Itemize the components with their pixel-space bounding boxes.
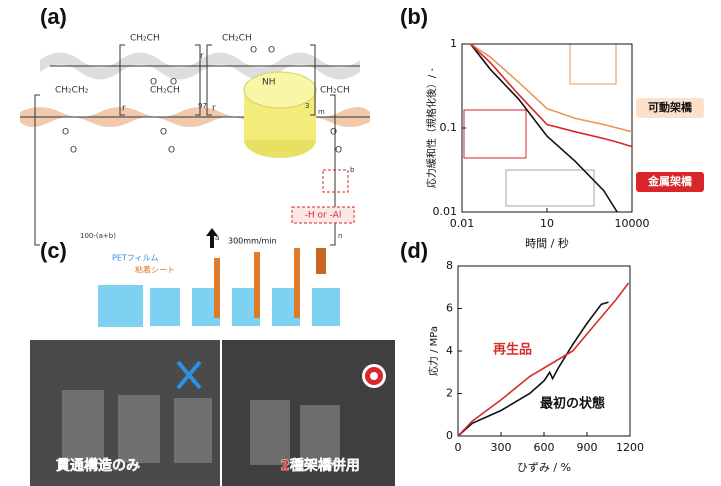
- specimen: [300, 405, 340, 467]
- bracket: [119, 44, 316, 116]
- chem-group: CH₂CH₂: [55, 86, 89, 96]
- chem-group: CH₂CH: [320, 86, 350, 96]
- line: [470, 43, 633, 133]
- chem-group: O: [150, 78, 157, 88]
- chem-r: r: [212, 104, 216, 114]
- chem-group: CH₂CH: [130, 34, 160, 44]
- x-tick-label: 300: [491, 441, 512, 454]
- chem-subscript: b: [350, 166, 355, 174]
- y-axis-label: 応力緩和性（規格化後）/ -: [425, 68, 438, 189]
- dashed-box: [322, 169, 349, 193]
- y-tick-label: 0.01: [433, 205, 458, 218]
- tape: [294, 248, 300, 318]
- line: [457, 301, 609, 437]
- caption: 貫通構造のみ: [56, 457, 140, 474]
- annotation: 金属架橋: [647, 174, 693, 188]
- y-tick-label: 6: [446, 302, 453, 315]
- cross-mark: [176, 360, 202, 390]
- sample: [150, 288, 180, 326]
- y-tick-label: 0: [446, 429, 453, 442]
- dashed-box: [291, 206, 355, 224]
- chem-group: O: [62, 128, 69, 138]
- chem-group: O: [160, 128, 167, 138]
- structure-a: [20, 44, 370, 246]
- x-tick-label: 0: [455, 441, 462, 454]
- inset: [569, 43, 617, 85]
- schematic-c: [30, 228, 395, 486]
- y-tick-label: 1: [450, 37, 457, 50]
- inset: [463, 109, 527, 159]
- y-axis-label: 応力 / MPa: [427, 326, 440, 376]
- label: 300mm/min: [228, 237, 277, 246]
- panel-label: (a): [40, 4, 67, 29]
- x-tick-label: 1200: [616, 441, 644, 454]
- tape: [214, 258, 220, 318]
- chem-group: O: [170, 78, 177, 88]
- specimen: [250, 400, 290, 465]
- caption: 2種架橋併用: [280, 457, 360, 474]
- chem-note: -H or -Al: [305, 211, 342, 221]
- chem-r: r: [122, 104, 126, 114]
- line: [469, 43, 633, 148]
- panel-label: (b): [400, 4, 428, 29]
- chem-subscript: 97: [198, 102, 207, 110]
- x-tick-label: 10000: [615, 217, 650, 230]
- x-axis-label: 時間 / 秒: [525, 236, 569, 250]
- chem-group: O: [268, 46, 275, 56]
- line: [457, 282, 630, 437]
- chem-group: O: [168, 146, 175, 156]
- x-tick-label: 900: [577, 441, 598, 454]
- sample: [98, 285, 143, 327]
- x-axis-label: ひずみ / %: [517, 461, 571, 474]
- chem-subscript: 3: [305, 102, 309, 110]
- chem-group: O: [70, 146, 77, 156]
- chem-subscript: a: [215, 234, 219, 242]
- series-label: 最初の状態: [540, 396, 605, 412]
- chem-group: CH₂CH: [222, 34, 252, 44]
- inset: [505, 169, 595, 207]
- y-tick-label: 2: [446, 387, 453, 400]
- arrow: [206, 228, 218, 248]
- sample: [312, 288, 340, 326]
- chem-group: NH: [262, 78, 276, 88]
- chem-group: O: [250, 46, 257, 56]
- label: PETフィルム: [112, 254, 158, 263]
- annotation: 可動架橋: [648, 100, 693, 114]
- x-tick-label: 10: [540, 217, 554, 230]
- chem-group: O: [330, 128, 337, 138]
- y-tick-label: 0.1: [440, 121, 458, 134]
- chem-r: r: [200, 52, 204, 62]
- tape: [316, 248, 326, 274]
- y-tick-label: 8: [446, 259, 453, 272]
- annotation-box: [636, 98, 704, 118]
- circle-mark: [370, 372, 378, 380]
- label: 粘着シート: [135, 265, 175, 275]
- chem-subscript: 100-(a+b): [80, 232, 116, 240]
- series-label: 再生品: [493, 342, 532, 358]
- chem-subscript: n: [338, 232, 342, 240]
- panel-label: (d): [400, 238, 428, 263]
- x-tick-label: 600: [534, 441, 555, 454]
- panel-label: (c): [40, 238, 67, 263]
- ring: [243, 71, 317, 109]
- tape: [254, 252, 260, 318]
- chem-subscript: m: [318, 108, 325, 116]
- annotation-box: [636, 172, 704, 192]
- line: [469, 43, 618, 213]
- chem-group: O: [335, 146, 342, 156]
- x-tick-label: 0.01: [450, 217, 475, 230]
- y-tick-label: 4: [446, 344, 453, 357]
- chem-group: CH₂CH: [150, 86, 180, 96]
- specimen: [118, 395, 160, 463]
- specimen: [174, 398, 212, 463]
- specimen: [62, 390, 104, 460]
